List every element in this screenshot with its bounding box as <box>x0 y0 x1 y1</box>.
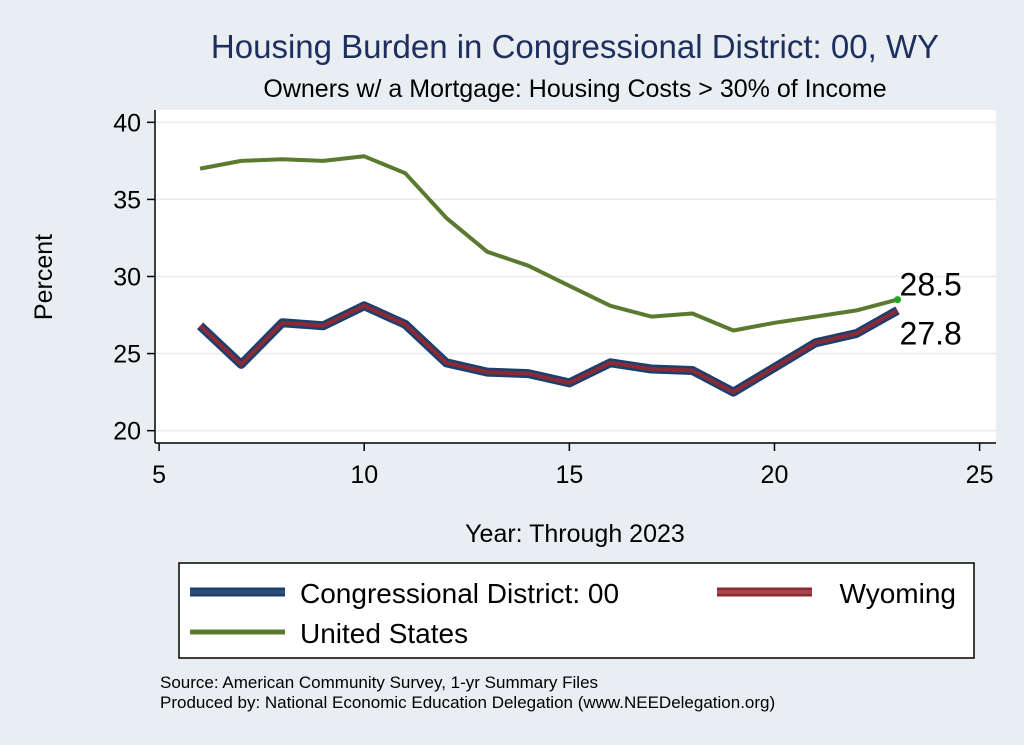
series-line-us <box>199 154 899 333</box>
y-ticks: 20 25 30 35 40 <box>113 109 155 446</box>
legend-label-district: Congressional District: 00 <box>300 578 619 609</box>
end-label-district: 27.8 <box>900 315 962 351</box>
x-tick-label-3: 20 <box>761 461 789 489</box>
x-tick-label-0: 5 <box>152 461 166 489</box>
legend-label-wyoming: Wyoming <box>840 578 956 609</box>
y-tick-label-0: 20 <box>113 418 141 446</box>
y-axis-title: Percent <box>30 234 58 320</box>
grid-lines <box>155 121 996 432</box>
x-axis-title: Year: Through 2023 <box>465 520 685 548</box>
x-ticks: 5 10 15 20 25 <box>152 443 993 489</box>
x-tick-label-4: 25 <box>966 461 994 489</box>
y-tick-label-2: 30 <box>113 264 141 292</box>
y-tick-label-4: 40 <box>113 109 141 137</box>
chart-subtitle: Owners w/ a Mortgage: Housing Costs > 30… <box>263 75 886 103</box>
series-line-wyoming <box>198 303 899 395</box>
legend <box>178 562 975 659</box>
y-tick-label-1: 25 <box>113 341 141 369</box>
end-label-us: 28.5 <box>900 267 962 303</box>
source-note: Source: American Community Survey, 1-yr … <box>160 673 598 692</box>
legend-label-us: United States <box>300 618 468 649</box>
x-tick-label-2: 15 <box>555 461 583 489</box>
x-tick-label-1: 10 <box>350 461 378 489</box>
chart-title: Housing Burden in Congressional District… <box>211 28 939 65</box>
producer-note: Produced by: National Economic Education… <box>160 693 775 712</box>
y-tick-label-3: 35 <box>113 186 141 214</box>
series-lines <box>197 154 900 397</box>
us-end-point <box>894 296 902 304</box>
